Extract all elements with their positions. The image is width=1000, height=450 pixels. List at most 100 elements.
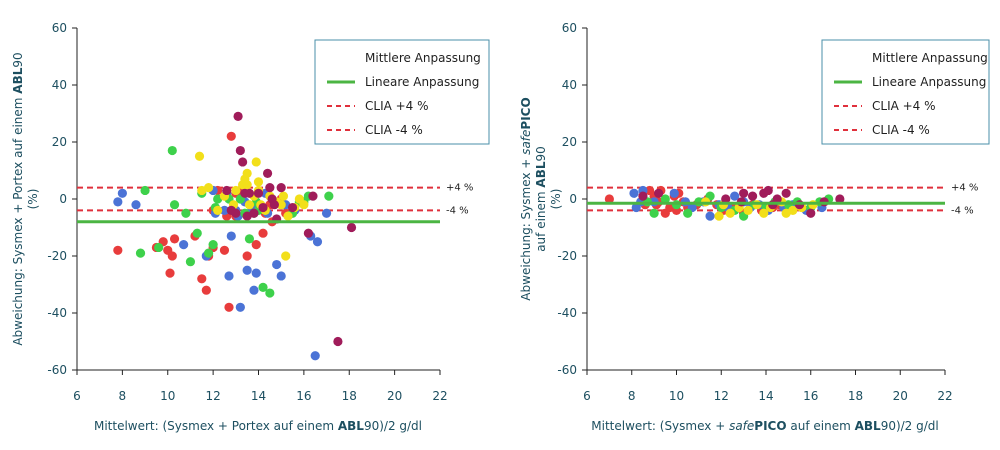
x-tick-label: 8: [628, 389, 636, 403]
data-point: [638, 191, 648, 201]
data-point: [185, 257, 196, 267]
data-point: [249, 285, 259, 295]
data-point: [179, 240, 189, 250]
data-point: [312, 237, 323, 247]
data-point: [321, 208, 332, 218]
label-part: Abweichung: Sysmex +: [519, 155, 533, 301]
data-point: [281, 251, 291, 261]
data-point: [235, 302, 245, 312]
y-tick-label: -20: [557, 249, 577, 263]
x-tick-label: 6: [73, 389, 81, 403]
chart-panel-portex: 60 40 20 0 -20 -40 -60 6 8 10 12 14 16 18 20 22 +4 % -4 %…: [11, 21, 490, 433]
x-axis-label: Mittelwert: (Sysmex + safePICO auf einem…: [591, 419, 939, 433]
data-point: [231, 208, 241, 218]
y-axis-label: Abweichung: Sysmex + Portex auf einem AB…: [11, 52, 25, 345]
data-point: [167, 145, 177, 156]
data-point: [276, 271, 286, 281]
data-point: [287, 202, 298, 213]
y-tick-label: -60: [47, 363, 67, 377]
x-tick-label: 20: [387, 389, 402, 403]
y-axis-label: (%): [26, 189, 40, 210]
data-point: [251, 240, 261, 250]
data-point: [242, 251, 252, 261]
x-tick-label: 10: [669, 389, 684, 403]
data-point: [683, 208, 693, 218]
data-point: [714, 211, 724, 221]
y-tick-label: -60: [557, 363, 577, 377]
legend-label: CLIA -4 %: [872, 123, 930, 137]
data-point: [303, 228, 314, 238]
data-point: [165, 268, 175, 278]
data-point: [258, 228, 268, 238]
x-tick-label: 16: [803, 389, 818, 403]
x-tick-label: 20: [893, 389, 908, 403]
data-point: [278, 191, 289, 201]
label-part: PICO: [754, 419, 786, 433]
y-tick-label: 40: [562, 78, 577, 92]
data-point: [265, 288, 275, 298]
clia-line-label: -4 %: [951, 205, 974, 216]
data-point: [806, 208, 816, 218]
y-tick-label: -40: [47, 306, 67, 320]
data-point: [346, 222, 357, 233]
data-point: [308, 191, 318, 201]
data-point: [192, 228, 202, 238]
y-tick-label: 60: [562, 21, 577, 35]
data-point: [705, 211, 715, 221]
y-axis-label: Abweichung: Sysmex + safePICO: [519, 97, 533, 300]
data-point: [244, 234, 255, 244]
data-point: [219, 205, 230, 215]
data-point: [244, 200, 255, 210]
label-part: Abweichung: Sysmex + Portex auf einem: [11, 94, 25, 346]
x-tick-label: 22: [432, 389, 447, 403]
x-tick-label: 14: [251, 389, 266, 403]
data-point: [226, 131, 236, 141]
data-point: [154, 242, 164, 253]
label-part: (%): [549, 189, 563, 210]
data-point: [294, 194, 304, 204]
y-axis-label: (%): [549, 189, 563, 210]
data-point: [333, 336, 343, 347]
data-point: [669, 188, 679, 198]
data-point: [253, 177, 264, 187]
data-point: [181, 208, 191, 218]
y-axis-label: auf einem ABL90: [534, 146, 548, 252]
data-point: [269, 200, 279, 210]
data-point: [233, 111, 243, 121]
data-point: [660, 194, 670, 204]
y-tick-label: 20: [562, 135, 577, 149]
data-point: [201, 285, 211, 295]
legend-box: [314, 39, 490, 145]
data-point: [242, 180, 252, 190]
label-part: 90)/2 g/dl: [364, 419, 422, 433]
legend-label: CLIA -4 %: [365, 123, 423, 137]
label-part: ABL: [338, 419, 364, 433]
legend-label: CLIA +4 %: [365, 99, 429, 113]
label-part: safe: [519, 130, 533, 155]
data-point: [276, 200, 286, 210]
label-part: ABL: [855, 419, 881, 433]
label-part: (%): [26, 189, 40, 210]
data-point: [203, 248, 214, 258]
data-point: [213, 205, 223, 215]
chart-panel-safepico: 60 40 20 0 -20 -40 -60 6 8 10 12 14 16 18 20 22 +4 % -4 %…: [519, 21, 990, 433]
data-point: [835, 194, 845, 204]
data-point: [262, 168, 273, 178]
legend-label: Lineare Anpassung: [365, 75, 479, 89]
data-point: [781, 208, 791, 218]
data-point: [117, 188, 127, 198]
legend-box: [821, 39, 990, 145]
data-point: [258, 282, 268, 292]
data-point: [747, 191, 758, 201]
legend-label: Mittlere Anpassung: [872, 51, 988, 65]
legend: Mittlere Anpassung Lineare Anpassung CLIA …: [821, 39, 990, 145]
data-point: [310, 351, 320, 361]
x-tick-label: 22: [937, 389, 952, 403]
data-point: [169, 200, 180, 210]
data-point: [242, 265, 252, 275]
clia-line-label: +4 %: [951, 183, 978, 194]
x-tick-label: 10: [160, 389, 175, 403]
data-point: [167, 251, 177, 261]
data-point: [253, 188, 264, 198]
